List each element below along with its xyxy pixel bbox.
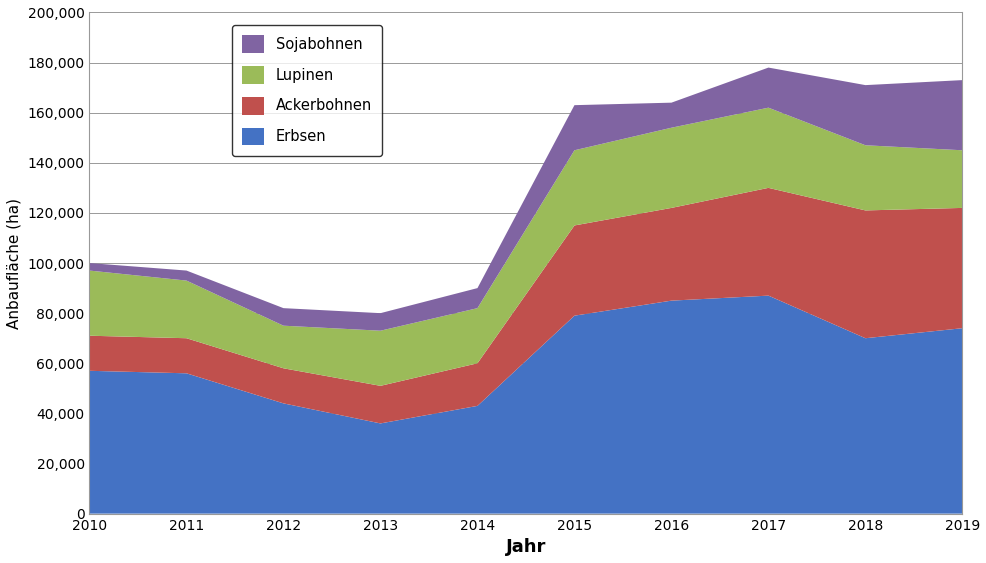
Y-axis label: Anbaufläche (ha): Anbaufläche (ha)	[7, 198, 22, 329]
Legend: Sojabohnen, Lupinen, Ackerbohnen, Erbsen: Sojabohnen, Lupinen, Ackerbohnen, Erbsen	[232, 25, 382, 156]
X-axis label: Jahr: Jahr	[505, 538, 545, 556]
